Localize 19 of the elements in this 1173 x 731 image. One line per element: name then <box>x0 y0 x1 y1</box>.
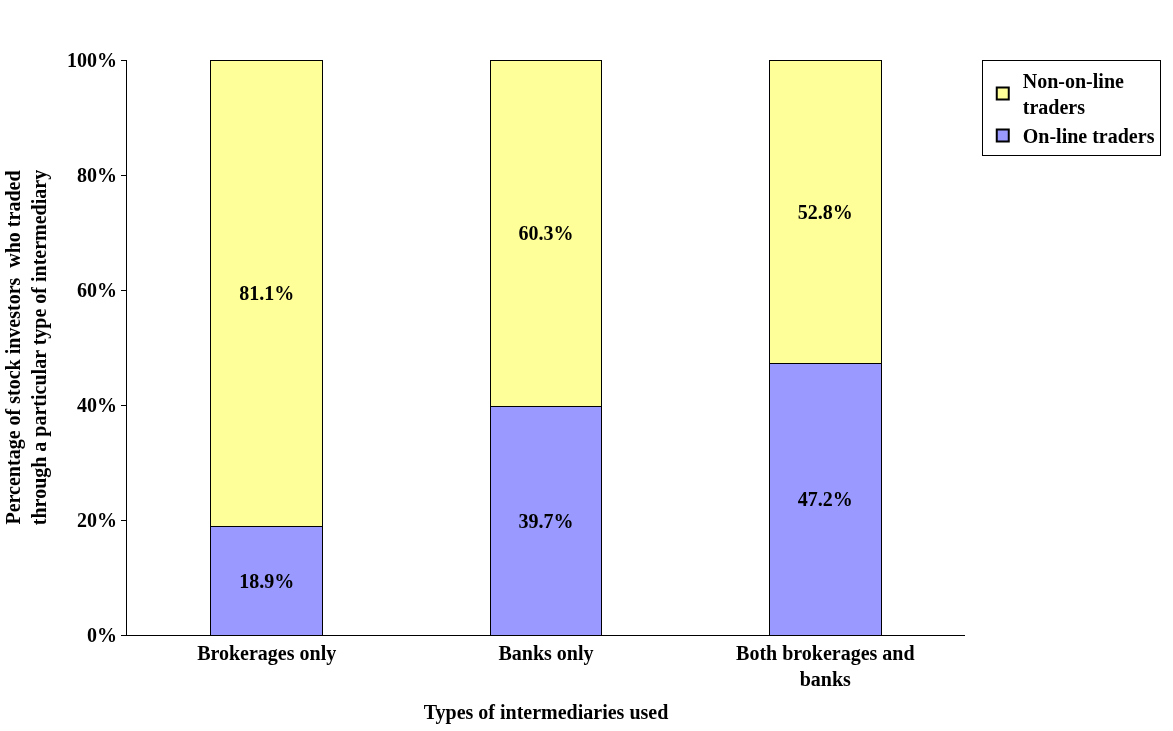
data-label: 39.7% <box>518 509 574 532</box>
y-tick-label: 80% <box>77 164 117 186</box>
data-label: 18.9% <box>239 569 295 592</box>
data-label: 47.2% <box>797 488 853 511</box>
y-tick-label: 100% <box>67 49 117 71</box>
data-label: 81.1% <box>239 282 295 305</box>
legend-label: On-line traders <box>1022 125 1155 148</box>
y-axis-title: Percentage of stock investors who traded through a particular type of intermediary <box>1 169 51 526</box>
data-label: 60.3% <box>518 222 574 245</box>
y-tick-label: 0% <box>87 624 117 646</box>
y-tick-label: 20% <box>77 509 117 531</box>
x-tick-label: Both brokerages and banks <box>736 642 915 690</box>
legend-label: Non-on-line traders <box>1022 70 1125 119</box>
y-tick-label: 60% <box>77 279 117 301</box>
x-tick-label: Brokerages only <box>197 642 337 665</box>
x-tick-label: Banks only <box>498 642 594 665</box>
y-tick-label: 40% <box>77 394 117 416</box>
data-label: 52.8% <box>797 200 853 223</box>
x-axis-title: Types of intermediaries used <box>423 700 669 724</box>
